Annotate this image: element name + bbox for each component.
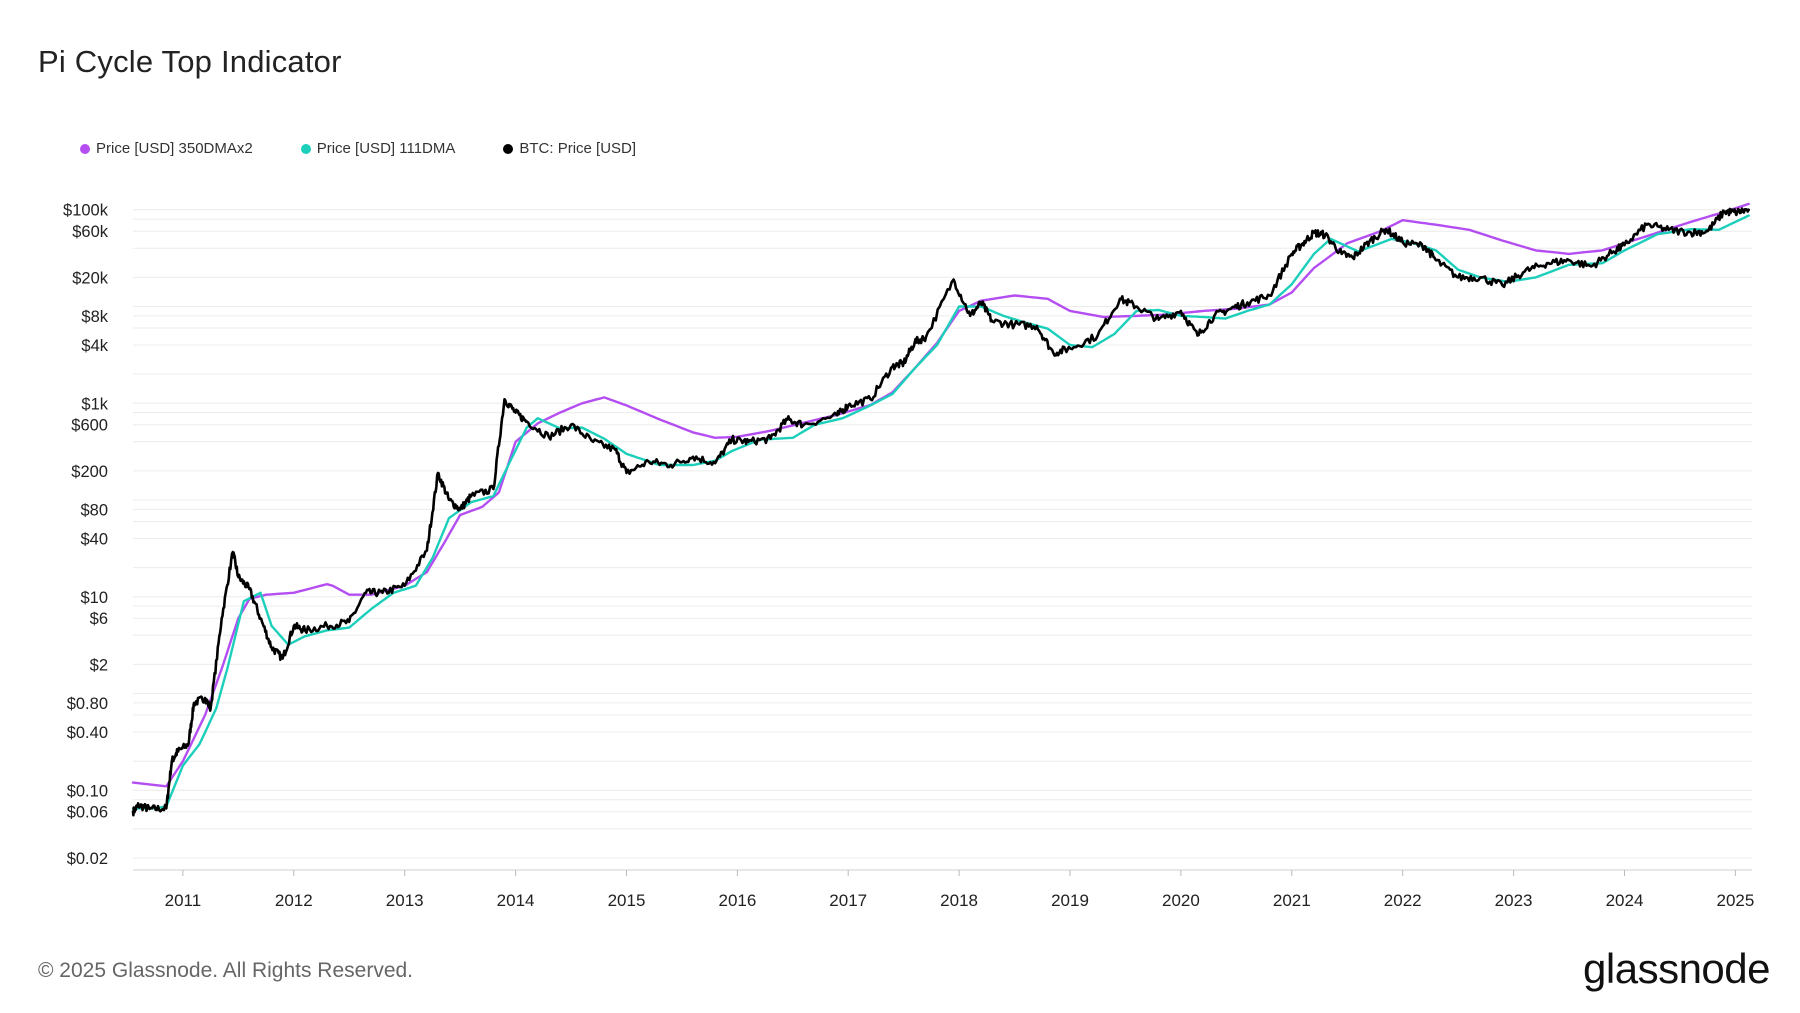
x-tick-label: 2021 — [1273, 891, 1311, 910]
y-tick-label: $600 — [71, 417, 108, 435]
legend-dot-icon — [300, 143, 311, 154]
x-tick-label: 2025 — [1716, 891, 1754, 910]
y-tick-label: $8k — [81, 308, 108, 326]
y-tick-label: $10 — [80, 589, 108, 607]
x-tick-label: 2018 — [940, 891, 978, 910]
legend-item-btc-price[interactable]: BTC: Price [USD] — [503, 140, 636, 157]
x-tick-label: 2019 — [1051, 891, 1089, 910]
y-tick-label: $200 — [71, 463, 108, 481]
y-tick-label: $40 — [80, 531, 108, 549]
y-tick-label: $4k — [81, 337, 108, 355]
x-tick-label: 2011 — [165, 891, 202, 910]
series-line-350dmax2 — [131, 202, 1750, 788]
y-tick-label: $0.40 — [67, 724, 108, 742]
y-tick-label: $80 — [80, 501, 108, 519]
chart-title: Pi Cycle Top Indicator — [38, 44, 342, 79]
y-tick-label: $1k — [81, 395, 108, 413]
x-tick-label: 2017 — [829, 891, 867, 910]
legend-dot-icon — [80, 143, 90, 154]
series-line-btc-price — [131, 207, 1750, 817]
legend-dot-icon — [503, 143, 514, 154]
x-tick-label: 2024 — [1606, 891, 1644, 910]
legend-label: Price [USD] 111DMA — [316, 140, 456, 157]
y-tick-label: $60k — [72, 223, 109, 241]
x-tick-label: 2012 — [275, 891, 313, 910]
y-tick-label: $100k — [63, 202, 109, 220]
x-tick-label: 2016 — [718, 891, 756, 910]
legend-label: Price [USD] 350DMAx2 — [96, 140, 253, 157]
copyright-footer: © 2025 Glassnode. All Rights Reserved. — [38, 959, 414, 982]
x-tick-label: 2020 — [1162, 891, 1200, 910]
chart-legend: Price [USD] 350DMAx2 Price [USD] 111DMA … — [80, 140, 636, 157]
y-tick-label: $20k — [72, 269, 109, 287]
y-tick-label: $0.80 — [67, 695, 108, 713]
x-tick-label: 2022 — [1384, 891, 1422, 910]
legend-item-350dmax2[interactable]: Price [USD] 350DMAx2 — [80, 140, 253, 157]
y-tick-label: $0.06 — [67, 804, 108, 822]
y-tick-label: $0.10 — [67, 782, 108, 800]
glassnode-logo: glassnode — [1583, 945, 1770, 992]
y-tick-label: $6 — [90, 610, 108, 628]
legend-label: BTC: Price [USD] — [519, 140, 637, 157]
x-tick-label: 2014 — [497, 891, 535, 910]
y-tick-label: $2 — [90, 656, 108, 674]
x-tick-label: 2013 — [386, 891, 424, 910]
legend-item-111dma[interactable]: Price [USD] 111DMA — [300, 140, 456, 157]
y-tick-label: $0.02 — [67, 850, 108, 868]
x-tick-label: 2015 — [608, 891, 646, 910]
x-tick-label: 2023 — [1495, 891, 1533, 910]
